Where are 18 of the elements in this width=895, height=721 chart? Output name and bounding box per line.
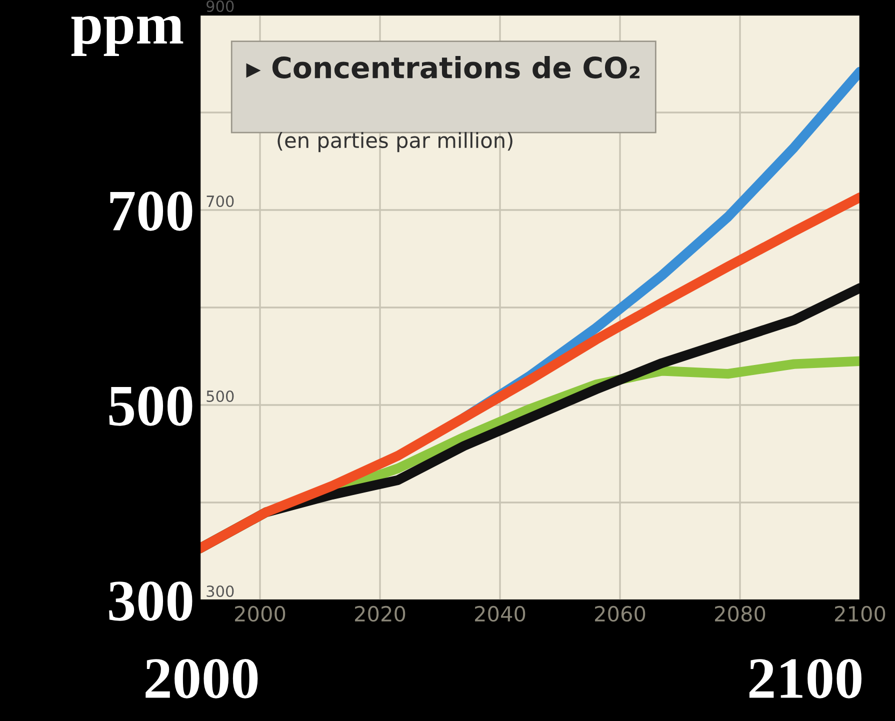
text: 2100 bbox=[749, 658, 862, 698]
x-tick-label: 2020 bbox=[355, 606, 406, 622]
x-tick-label: 2040 bbox=[475, 606, 526, 622]
y-tick-label: 700 bbox=[110, 191, 192, 231]
text: (en parties par million) bbox=[278, 132, 512, 152]
x-tick-label: 2000 bbox=[235, 606, 286, 622]
y2-tick-label: 300 bbox=[206, 585, 234, 598]
x-tick-label: 2100 bbox=[835, 606, 886, 622]
y2-tick-label: 900 bbox=[206, 0, 234, 12]
y2-tick-label: 500 bbox=[206, 390, 234, 402]
x-tick-label: 2080 bbox=[715, 606, 766, 622]
text: ▸ Concentrations de CO₂ bbox=[246, 56, 640, 79]
y-tick-label: 300 bbox=[109, 581, 192, 621]
x-tick-label: 2060 bbox=[595, 606, 646, 622]
y-tick-label: 500 bbox=[109, 386, 192, 426]
text: 2000 bbox=[146, 658, 258, 698]
y2-tick-label: 700 bbox=[206, 195, 234, 208]
y-axis-title: ppm bbox=[71, 16, 184, 56]
